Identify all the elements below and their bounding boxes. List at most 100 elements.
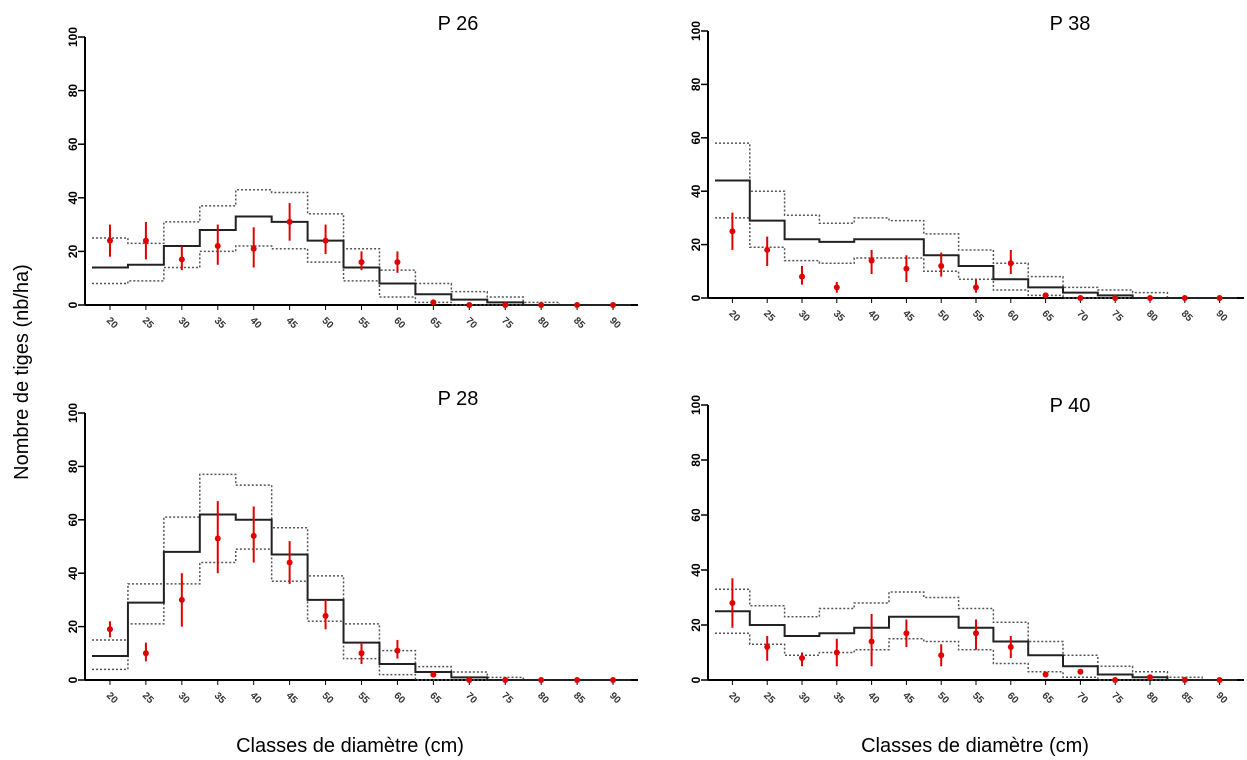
lower-bound-step-line <box>715 632 1237 681</box>
data-point <box>178 256 185 263</box>
x-tick-label: 80 <box>535 315 551 331</box>
data-point <box>466 677 473 683</box>
x-tick-label: 30 <box>796 690 812 706</box>
data-point <box>1077 295 1084 301</box>
data-point <box>1216 677 1223 683</box>
y-tick-label: 80 <box>689 77 703 91</box>
data-point <box>394 647 401 654</box>
y-tick-label: 80 <box>689 453 703 467</box>
y-tick-label: 100 <box>66 403 80 423</box>
y-tick-label: 100 <box>689 395 703 415</box>
data-point <box>764 644 771 650</box>
data-point <box>430 671 437 678</box>
x-tick-label: 90 <box>607 690 623 706</box>
y-tick-label: 0 <box>689 294 703 301</box>
x-tick-label: 25 <box>140 315 156 331</box>
data-point <box>764 246 771 253</box>
x-tick-label: 65 <box>1040 308 1056 324</box>
x-tick-label: 80 <box>1144 690 1160 706</box>
x-tick-label: 45 <box>900 308 916 324</box>
data-point <box>1112 677 1119 683</box>
data-point <box>286 559 293 566</box>
x-tick-label: 75 <box>499 315 515 331</box>
x-tick-label: 45 <box>900 690 916 706</box>
data-point <box>466 302 473 308</box>
x-tick-label: 85 <box>1179 308 1195 324</box>
x-tick-label: 35 <box>831 308 847 324</box>
x-tick-label: 35 <box>212 690 228 706</box>
data-point <box>106 237 113 244</box>
y-tick-label: 40 <box>66 191 80 205</box>
data-point <box>799 273 805 280</box>
upper-bound-step-line <box>715 142 1237 299</box>
x-axis-label-right: Classes de diamètre (cm) <box>861 735 1089 757</box>
x-tick-label: 30 <box>796 308 812 324</box>
x-tick-label: 70 <box>1074 690 1090 706</box>
x-tick-label: 85 <box>1179 690 1195 706</box>
y-tick-label: 20 <box>66 244 80 258</box>
data-point <box>1147 295 1153 301</box>
y-tick-label: 60 <box>689 131 703 145</box>
data-point <box>973 284 979 291</box>
data-point <box>286 218 293 225</box>
data-point <box>1181 295 1188 301</box>
x-tick-label: 85 <box>571 690 587 706</box>
panel-title: P 38 <box>1050 13 1091 35</box>
x-tick-label: 65 <box>427 315 443 331</box>
x-tick-label: 60 <box>1005 690 1021 706</box>
data-point <box>610 677 617 683</box>
panel-title: P 26 <box>438 13 479 35</box>
x-tick-label: 70 <box>463 315 479 331</box>
data-point <box>1147 674 1153 681</box>
data-point <box>106 626 113 633</box>
data-point <box>358 259 365 266</box>
x-tick-label: 40 <box>248 690 264 706</box>
data-point <box>903 265 910 272</box>
x-tick-label: 20 <box>104 315 120 331</box>
data-point <box>1181 677 1188 683</box>
data-point <box>610 302 617 308</box>
x-tick-label: 90 <box>607 315 623 331</box>
x-tick-label: 50 <box>935 690 951 706</box>
data-point <box>1007 644 1014 650</box>
data-point <box>1007 260 1014 267</box>
data-point <box>729 228 736 235</box>
data-point <box>574 302 581 308</box>
panel-title: P 40 <box>1050 395 1091 417</box>
x-tick-label: 40 <box>866 690 882 706</box>
data-point <box>142 237 149 244</box>
x-tick-label: 20 <box>726 308 742 324</box>
chart-panel: P 28 0 20 40 60 80 100 20 25 30 35 40 45 50 55 60 65 70 75… <box>66 388 638 706</box>
data-point <box>538 302 545 308</box>
data-point <box>394 259 401 266</box>
x-tick-label: 20 <box>104 690 120 706</box>
data-point <box>799 655 805 661</box>
x-tick-label: 75 <box>499 690 515 706</box>
y-tick-label: 40 <box>689 563 703 577</box>
y-tick-label: 100 <box>66 27 80 47</box>
data-point <box>142 650 149 657</box>
y-tick-label: 0 <box>689 676 703 683</box>
data-point <box>214 535 221 542</box>
data-point <box>250 245 257 252</box>
x-tick-label: 80 <box>535 690 551 706</box>
upper-bound-step-line <box>92 189 631 306</box>
y-tick-label: 20 <box>689 238 703 252</box>
x-tick-label: 45 <box>284 315 300 331</box>
y-tick-label: 60 <box>689 508 703 522</box>
data-point <box>1216 295 1223 301</box>
data-point <box>322 612 329 619</box>
x-tick-label: 60 <box>391 690 407 706</box>
x-tick-label: 50 <box>320 315 336 331</box>
y-axis-label: Nombre de tiges (nb/ha) <box>11 264 33 480</box>
data-point <box>1112 295 1119 301</box>
data-point <box>502 302 509 308</box>
data-point <box>729 600 736 606</box>
data-point <box>214 243 221 250</box>
y-tick-label: 60 <box>66 137 80 151</box>
x-tick-label: 70 <box>1074 308 1090 324</box>
x-tick-label: 55 <box>355 690 371 706</box>
x-tick-label: 25 <box>140 690 156 706</box>
data-point <box>938 262 945 269</box>
x-tick-label: 30 <box>176 690 192 706</box>
